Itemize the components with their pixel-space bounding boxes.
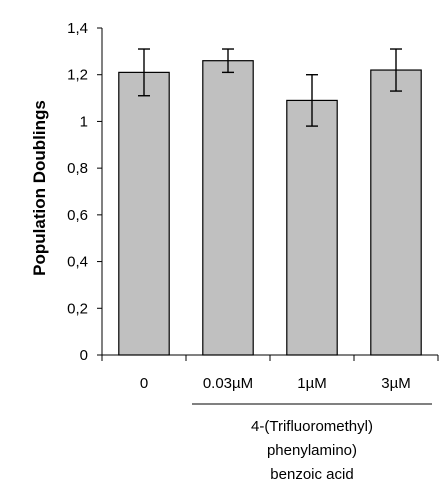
- y-tick-label: 1,4: [67, 20, 88, 37]
- bars: [118, 60, 422, 356]
- y-tick-label: 0,6: [67, 207, 88, 224]
- group-label-line-3: benzoic acid: [270, 466, 353, 483]
- bar: [370, 69, 422, 356]
- error-bars: [138, 48, 402, 127]
- category-label: 1µM: [297, 375, 326, 392]
- y-axis-label: Population Doublings: [30, 100, 49, 276]
- y-tick-label: 0,8: [67, 160, 88, 177]
- y-tick-label: 0,4: [67, 254, 88, 271]
- y-tick-label: 1,2: [67, 67, 88, 84]
- group-label-line-1: 4-(Trifluoromethyl): [251, 418, 373, 435]
- y-ticks: 0 0,2 0,4 0,6 0,8 1 1,2 1,4: [67, 20, 102, 364]
- group-label-line-2: phenylamino): [267, 442, 357, 459]
- y-tick-label: 0,2: [67, 300, 88, 317]
- bar: [286, 99, 338, 356]
- x-ticks: [101, 355, 439, 361]
- category-label: 3µM: [381, 375, 410, 392]
- category-label: 0: [140, 375, 148, 392]
- category-labels: 0 0.03µM 1µM 3µM: [140, 375, 411, 392]
- bar: [202, 60, 254, 356]
- bar: [118, 71, 170, 356]
- y-tick-label: 0: [80, 347, 88, 364]
- y-tick-label: 1: [80, 113, 88, 130]
- category-label: 0.03µM: [203, 375, 253, 392]
